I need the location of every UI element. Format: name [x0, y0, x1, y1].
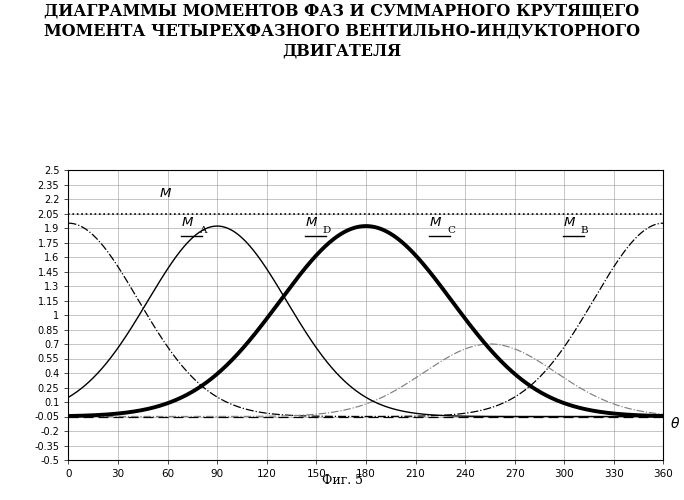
Text: $M$: $M$: [159, 187, 172, 200]
Text: Фиг. 5: Фиг. 5: [321, 474, 363, 488]
Text: $M$: $M$: [181, 216, 194, 229]
Text: B: B: [581, 226, 588, 235]
Text: $M$: $M$: [429, 216, 442, 229]
Text: A: A: [199, 226, 207, 235]
Text: МОМЕНТА ЧЕТЫРЕХФАЗНОГО ВЕНТИЛЬНО-ИНДУКТОРНОГО: МОМЕНТА ЧЕТЫРЕХФАЗНОГО ВЕНТИЛЬНО-ИНДУКТО…: [44, 22, 640, 40]
Text: D: D: [323, 226, 331, 235]
Text: ДИАГРАММЫ МОМЕНТОВ ФАЗ И СУММАРНОГО КРУТЯЩЕГО: ДИАГРАММЫ МОМЕНТОВ ФАЗ И СУММАРНОГО КРУТ…: [44, 2, 640, 20]
Text: $\theta$: $\theta$: [670, 416, 681, 431]
Text: ДВИГАТЕЛЯ: ДВИГАТЕЛЯ: [282, 42, 402, 59]
Text: C: C: [447, 226, 455, 235]
Text: $M$: $M$: [563, 216, 576, 229]
Text: $M$: $M$: [305, 216, 318, 229]
